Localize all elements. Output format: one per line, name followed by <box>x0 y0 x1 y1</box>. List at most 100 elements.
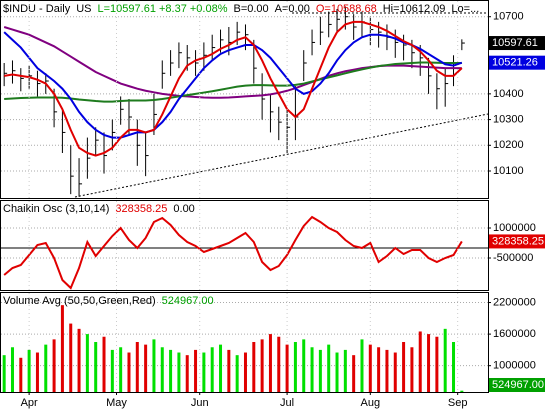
volume-bar <box>460 390 464 392</box>
volume-bar <box>85 334 89 392</box>
legend-text: 524967.00 <box>162 295 214 307</box>
volume-bar <box>10 347 14 392</box>
volume-bar <box>268 334 272 392</box>
y-tick-label: 1000000 <box>493 222 536 234</box>
volume-bar <box>252 342 256 392</box>
volume-bar <box>452 342 456 392</box>
volume-bar <box>227 349 231 392</box>
volume-bar <box>94 342 98 392</box>
volume-bar <box>119 347 123 392</box>
y-tick-label: 2200000 <box>493 296 536 308</box>
last-value-box <box>489 234 545 249</box>
volume-bar <box>77 328 81 392</box>
volume-bar <box>52 339 56 392</box>
volume-bar <box>310 347 314 392</box>
x-tick-label: Apr <box>21 397 38 409</box>
volume-bar <box>393 352 397 392</box>
volume-bar <box>293 342 297 392</box>
volume-bar <box>368 344 372 392</box>
moving-average <box>4 20 463 157</box>
y-tick-label: -500000 <box>493 252 533 264</box>
legend-text: A=0.00 <box>275 3 310 15</box>
volume-bar <box>144 344 148 392</box>
moving-average <box>4 61 462 103</box>
volume-bar <box>27 349 31 392</box>
volume-bar <box>60 305 64 392</box>
legend-text: $INDU - Daily <box>3 3 71 15</box>
last-value-box <box>489 36 545 51</box>
volume-bar <box>210 347 214 392</box>
volume-bar <box>427 334 431 392</box>
volume-bar <box>277 336 281 392</box>
legend-text: Volume Avg (50,50,Green,Red) <box>3 295 156 307</box>
legend-text: Hi=10612.09 <box>383 3 446 15</box>
volume-bar <box>110 349 114 392</box>
y-tick-label: 10700 <box>493 11 524 23</box>
panel-frame <box>0 200 489 291</box>
volume-bar <box>35 352 39 392</box>
legend-text: O=10588.68 <box>316 3 377 15</box>
volume-bar <box>185 355 189 392</box>
volume-bar <box>327 344 331 392</box>
legend-text: B=0.00 <box>234 3 269 15</box>
volume-bar <box>160 347 164 392</box>
volume-bar <box>360 339 364 392</box>
volume-bar <box>402 342 406 392</box>
volume-bar <box>69 323 73 392</box>
volume-bar <box>260 339 264 392</box>
volume-bar <box>243 352 247 392</box>
y-tick-label: 10300 <box>493 113 524 125</box>
volume-bar <box>194 349 198 392</box>
volume-bar <box>169 349 173 392</box>
volume-bar <box>343 349 347 392</box>
volume-bar <box>219 344 223 392</box>
volume-bar <box>418 331 422 392</box>
volume-bar <box>177 352 181 392</box>
volume-bar <box>152 339 156 392</box>
last-value-label: 524967.00 <box>492 379 544 391</box>
panel-frame <box>0 292 489 393</box>
volume-bar <box>202 352 206 392</box>
x-tick-label: Sep <box>448 397 468 409</box>
volume-bar <box>352 355 356 392</box>
volume-bar <box>443 328 447 392</box>
legend-text: 328358.25 <box>115 203 167 215</box>
volume-bar <box>235 355 239 392</box>
y-tick-label: 1600000 <box>493 328 536 340</box>
legend-text: Lo=... <box>451 3 479 15</box>
legend-text: 0.00 <box>173 203 194 215</box>
volume-bar <box>302 339 306 392</box>
volume-bar <box>2 355 6 392</box>
volume-bar <box>318 349 322 392</box>
y-tick-label: 10100 <box>493 165 524 177</box>
volume-bar <box>102 336 106 392</box>
last-value-label: 10597.61 <box>492 37 538 49</box>
y-tick-label: 1000000 <box>493 360 536 372</box>
volume-bar <box>335 352 339 392</box>
oscillator-line <box>3 215 463 290</box>
volume-bar <box>44 344 48 392</box>
x-tick-label: Jun <box>191 397 209 409</box>
volume-bar <box>127 352 131 392</box>
panel-frame <box>0 0 489 199</box>
x-tick-label: Jul <box>280 397 294 409</box>
y-tick-label: 10200 <box>493 139 524 151</box>
legend-text: Chaikin Osc (3,10,14) <box>3 203 109 215</box>
last-value-label: 10521.26 <box>492 57 538 69</box>
volume-bar <box>285 344 289 392</box>
volume-bar <box>385 349 389 392</box>
x-tick-label: May <box>106 397 127 409</box>
volume-bar <box>377 347 381 392</box>
volume-bar <box>19 357 23 392</box>
last-value-box <box>489 55 545 70</box>
y-tick-label: 10400 <box>493 88 524 100</box>
legend-text: L=10597.61 +8.37 +0.08% <box>98 3 228 15</box>
volume-bar <box>435 336 439 392</box>
volume-bar <box>135 342 139 392</box>
last-value-box <box>489 378 545 392</box>
x-tick-label: Aug <box>361 397 381 409</box>
legend-text: US <box>76 3 91 15</box>
volume-bar <box>410 347 414 392</box>
